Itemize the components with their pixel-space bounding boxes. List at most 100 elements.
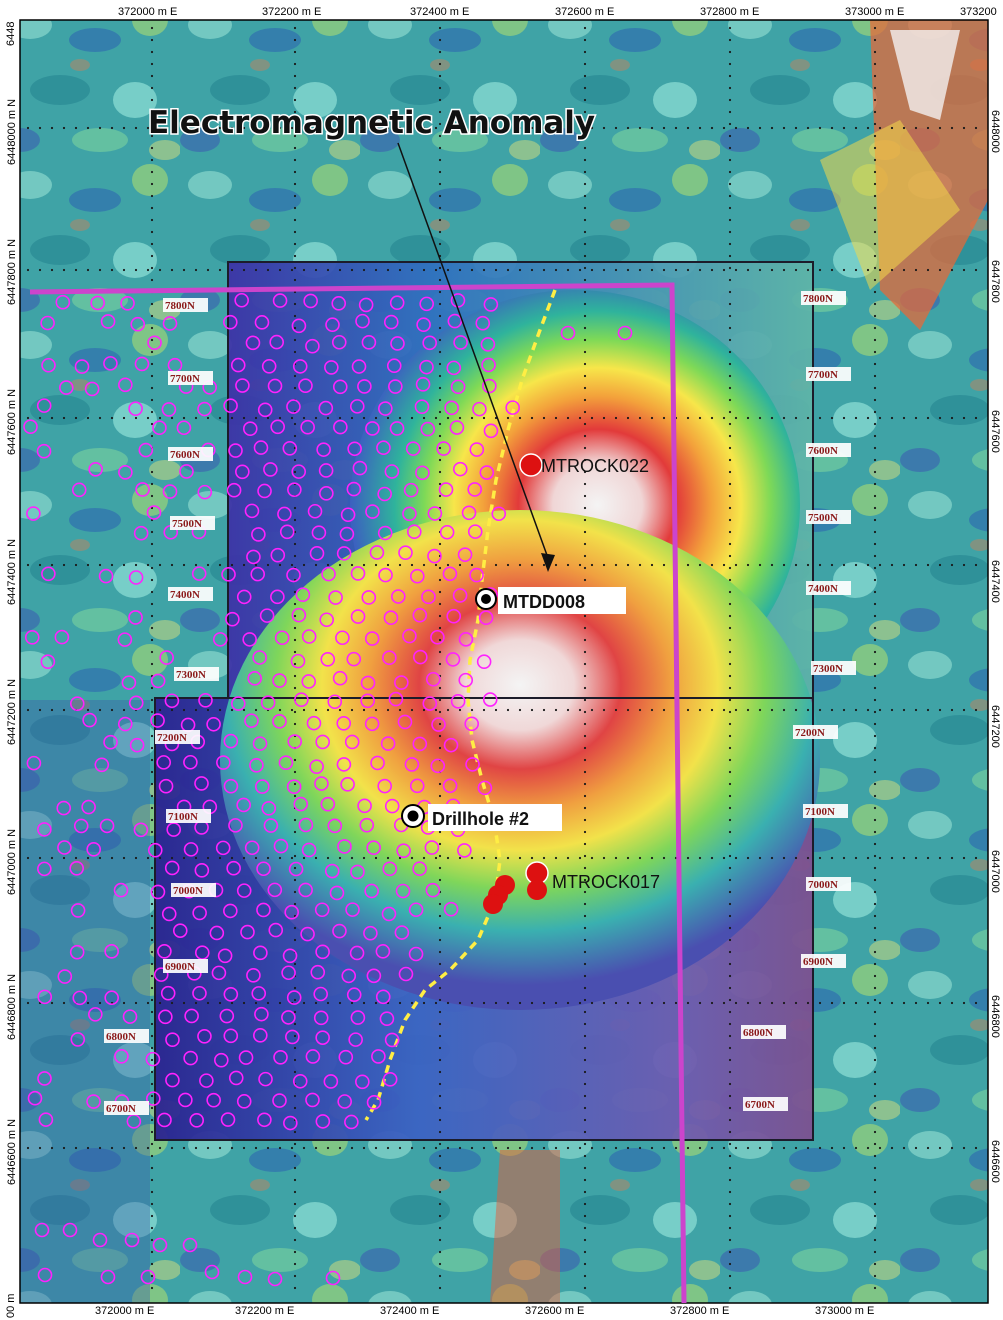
soil-sample-ring[interactable]	[94, 757, 110, 773]
soil-sample-ring[interactable]	[375, 989, 391, 1005]
soil-sample-ring[interactable]	[153, 967, 169, 982]
soil-sample-ring[interactable]	[103, 734, 118, 750]
soil-sample-ring[interactable]	[37, 861, 52, 877]
soil-sample-ring[interactable]	[378, 401, 393, 416]
soil-sample-ring[interactable]	[236, 797, 251, 813]
soil-sample-ring[interactable]	[114, 1048, 129, 1064]
soil-sample-ring[interactable]	[340, 507, 356, 523]
soil-sample-ring[interactable]	[235, 464, 250, 480]
soil-sample-ring[interactable]	[256, 902, 271, 918]
soil-sample-ring[interactable]	[335, 630, 350, 646]
soil-sample-ring[interactable]	[251, 986, 267, 1001]
soil-sample-ring[interactable]	[327, 818, 343, 834]
soil-sample-ring[interactable]	[244, 713, 259, 729]
soil-sample-ring[interactable]	[270, 419, 285, 435]
soil-sample-ring[interactable]	[122, 1009, 138, 1024]
soil-sample-ring[interactable]	[363, 925, 378, 941]
soil-sample-ring[interactable]	[223, 986, 239, 1002]
soil-sample-ring[interactable]	[272, 714, 287, 729]
soil-sample-ring[interactable]	[281, 1010, 296, 1025]
soil-sample-ring[interactable]	[381, 906, 397, 922]
soil-sample-ring[interactable]	[358, 297, 374, 313]
soil-sample-ring[interactable]	[282, 948, 298, 964]
soil-sample-ring[interactable]	[236, 883, 252, 898]
soil-sample-ring[interactable]	[183, 754, 198, 770]
soil-sample-ring[interactable]	[252, 650, 267, 665]
soil-sample-ring[interactable]	[98, 568, 114, 584]
soil-sample-ring[interactable]	[344, 1114, 359, 1130]
soil-sample-ring[interactable]	[99, 818, 115, 834]
soil-sample-ring[interactable]	[253, 1028, 268, 1043]
soil-sample-ring[interactable]	[226, 860, 241, 876]
soil-sample-ring[interactable]	[198, 693, 213, 708]
soil-sample-ring[interactable]	[26, 506, 41, 521]
soil-sample-ring[interactable]	[371, 1049, 386, 1064]
soil-sample-ring[interactable]	[74, 359, 90, 374]
soil-sample-ring[interactable]	[298, 817, 314, 833]
soil-sample-ring[interactable]	[425, 671, 441, 687]
soil-sample-ring[interactable]	[398, 966, 414, 982]
rock-sample[interactable]	[527, 880, 547, 900]
soil-sample-ring[interactable]	[346, 651, 362, 667]
soil-sample-ring[interactable]	[27, 1090, 43, 1106]
soil-sample-ring[interactable]	[162, 484, 178, 499]
soil-sample-ring[interactable]	[228, 443, 243, 458]
soil-sample-ring[interactable]	[244, 503, 260, 519]
soil-sample-ring[interactable]	[231, 696, 246, 711]
soil-sample-ring[interactable]	[476, 654, 492, 669]
soil-sample-ring[interactable]	[288, 861, 304, 877]
soil-sample-ring[interactable]	[287, 482, 302, 497]
soil-sample-ring[interactable]	[197, 1029, 212, 1044]
soil-sample-ring[interactable]	[379, 1011, 395, 1027]
soil-sample-ring[interactable]	[366, 840, 381, 855]
bullseye-icon[interactable]	[475, 588, 497, 610]
soil-sample-ring[interactable]	[147, 335, 162, 351]
soil-sample-ring[interactable]	[128, 610, 143, 625]
soil-sample-ring[interactable]	[220, 1112, 236, 1127]
soil-sample-ring[interactable]	[350, 566, 366, 581]
soil-sample-ring[interactable]	[117, 632, 133, 647]
soil-sample-ring[interactable]	[464, 716, 479, 732]
soil-sample-ring[interactable]	[130, 316, 146, 332]
soil-sample-ring[interactable]	[194, 863, 210, 878]
soil-sample-ring[interactable]	[211, 965, 227, 981]
soil-sample-ring[interactable]	[419, 359, 434, 375]
soil-sample-ring[interactable]	[364, 631, 380, 646]
soil-sample-ring[interactable]	[365, 504, 380, 519]
soil-sample-ring[interactable]	[164, 693, 180, 709]
soil-sample-ring[interactable]	[161, 402, 177, 417]
soil-sample-ring[interactable]	[72, 990, 88, 1006]
soil-sample-ring[interactable]	[86, 1094, 101, 1109]
soil-sample-ring[interactable]	[424, 840, 440, 855]
soil-sample-ring[interactable]	[223, 903, 238, 919]
soil-sample-ring[interactable]	[223, 398, 238, 413]
soil-sample-ring[interactable]	[458, 631, 474, 647]
soil-sample-ring[interactable]	[118, 465, 133, 480]
soil-sample-ring[interactable]	[398, 545, 413, 560]
soil-sample-ring[interactable]	[395, 883, 411, 899]
soil-sample-ring[interactable]	[251, 527, 266, 542]
soil-sample-ring[interactable]	[359, 817, 375, 833]
soil-sample-ring[interactable]	[483, 423, 499, 439]
soil-sample-ring[interactable]	[258, 1071, 273, 1087]
soil-sample-ring[interactable]	[183, 842, 199, 857]
soil-sample-ring[interactable]	[366, 1095, 382, 1110]
soil-sample-ring[interactable]	[146, 1091, 161, 1106]
soil-sample-ring[interactable]	[293, 796, 309, 812]
soil-sample-ring[interactable]	[263, 818, 279, 833]
soil-sample-ring[interactable]	[238, 1050, 254, 1065]
soil-sample-ring[interactable]	[472, 401, 487, 417]
soil-sample-ring[interactable]	[305, 1092, 320, 1108]
soil-sample-ring[interactable]	[355, 313, 370, 329]
soil-sample-ring[interactable]	[226, 482, 242, 498]
soil-sample-ring[interactable]	[329, 885, 345, 901]
soil-sample-ring[interactable]	[419, 296, 434, 312]
soil-sample-ring[interactable]	[206, 716, 221, 732]
soil-sample-ring[interactable]	[117, 716, 133, 732]
soil-sample-ring[interactable]	[461, 505, 477, 521]
soil-sample-ring[interactable]	[349, 945, 365, 961]
soil-sample-ring[interactable]	[403, 482, 419, 498]
soil-sample-ring[interactable]	[150, 673, 166, 689]
soil-sample-ring[interactable]	[336, 757, 352, 772]
soil-sample-ring[interactable]	[315, 1030, 330, 1045]
